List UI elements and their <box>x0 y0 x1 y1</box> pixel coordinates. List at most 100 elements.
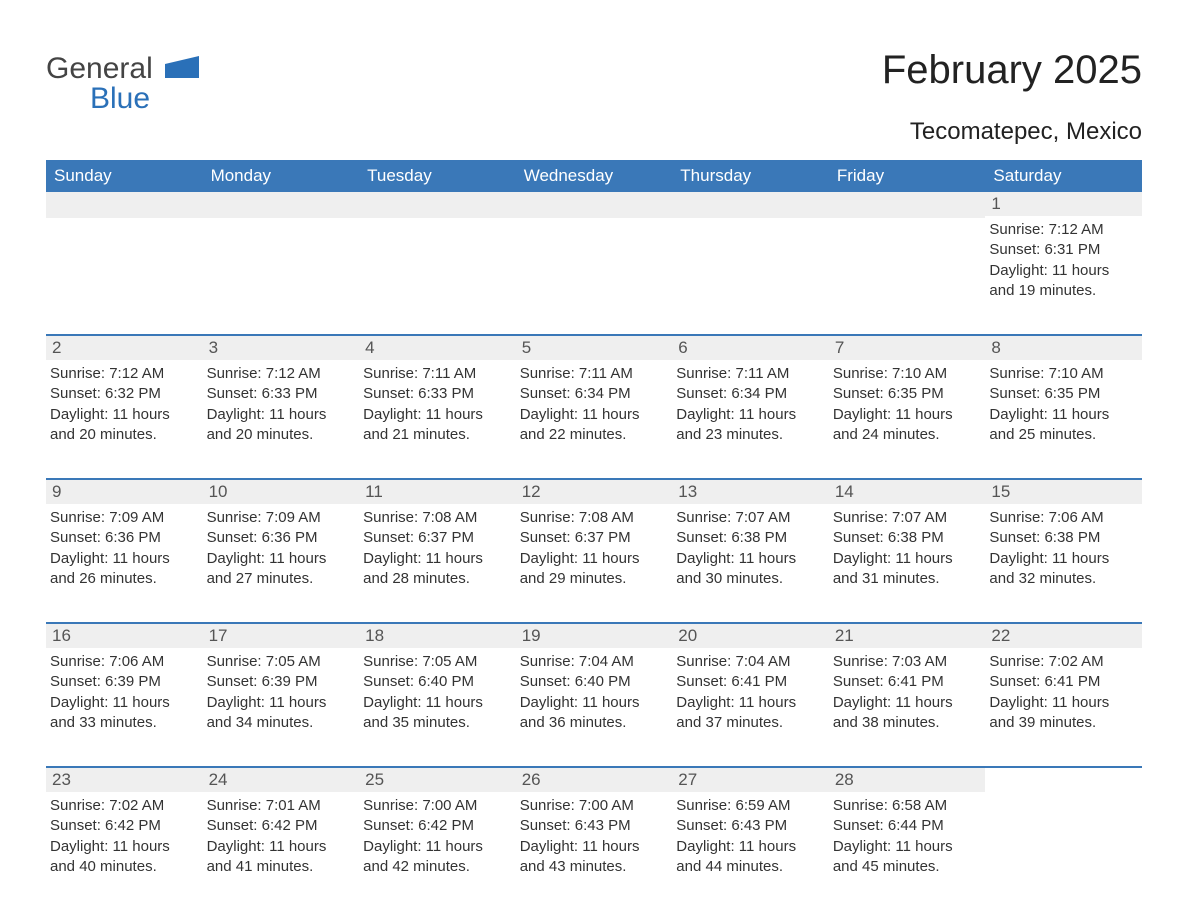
sunset-text: Sunset: 6:34 PM <box>520 384 667 404</box>
week-row: 23Sunrise: 7:02 AMSunset: 6:42 PMDayligh… <box>46 766 1142 888</box>
sunrise-text: Sunrise: 7:09 AM <box>50 508 197 528</box>
sunset-text: Sunset: 6:38 PM <box>676 528 823 548</box>
day-cell <box>203 192 360 312</box>
sunrise-text: Sunrise: 7:12 AM <box>207 364 354 384</box>
day-body: Sunrise: 7:07 AMSunset: 6:38 PMDaylight:… <box>672 504 829 593</box>
daylight-line1: Daylight: 11 hours <box>50 405 197 425</box>
daylight-line1: Daylight: 11 hours <box>207 693 354 713</box>
day-number: 26 <box>516 768 673 792</box>
daylight-line2: and 32 minutes. <box>989 569 1136 589</box>
empty-day-number <box>672 192 829 218</box>
day-cell: 28Sunrise: 6:58 AMSunset: 6:44 PMDayligh… <box>829 768 986 888</box>
day-number: 3 <box>203 336 360 360</box>
sunrise-text: Sunrise: 7:08 AM <box>363 508 510 528</box>
day-number: 7 <box>829 336 986 360</box>
brand-logo: General Blue <box>46 48 199 114</box>
day-cell: 11Sunrise: 7:08 AMSunset: 6:37 PMDayligh… <box>359 480 516 600</box>
daylight-line2: and 33 minutes. <box>50 713 197 733</box>
day-cell: 9Sunrise: 7:09 AMSunset: 6:36 PMDaylight… <box>46 480 203 600</box>
day-cell: 15Sunrise: 7:06 AMSunset: 6:38 PMDayligh… <box>985 480 1142 600</box>
week-row: 16Sunrise: 7:06 AMSunset: 6:39 PMDayligh… <box>46 622 1142 744</box>
daylight-line1: Daylight: 11 hours <box>989 405 1136 425</box>
day-body: Sunrise: 7:06 AMSunset: 6:39 PMDaylight:… <box>46 648 203 737</box>
daylight-line2: and 42 minutes. <box>363 857 510 877</box>
daylight-line1: Daylight: 11 hours <box>520 693 667 713</box>
daylight-line2: and 21 minutes. <box>363 425 510 445</box>
day-body: Sunrise: 7:02 AMSunset: 6:41 PMDaylight:… <box>985 648 1142 737</box>
daylight-line1: Daylight: 11 hours <box>520 837 667 857</box>
day-cell: 10Sunrise: 7:09 AMSunset: 6:36 PMDayligh… <box>203 480 360 600</box>
day-number: 28 <box>829 768 986 792</box>
daylight-line1: Daylight: 11 hours <box>676 549 823 569</box>
day-cell <box>985 768 1142 888</box>
sunset-text: Sunset: 6:35 PM <box>989 384 1136 404</box>
empty-day-number <box>359 192 516 218</box>
sunrise-text: Sunrise: 7:00 AM <box>363 796 510 816</box>
day-body: Sunrise: 7:03 AMSunset: 6:41 PMDaylight:… <box>829 648 986 737</box>
daylight-line1: Daylight: 11 hours <box>207 837 354 857</box>
day-number: 15 <box>985 480 1142 504</box>
day-body: Sunrise: 7:02 AMSunset: 6:42 PMDaylight:… <box>46 792 203 881</box>
day-body: Sunrise: 6:58 AMSunset: 6:44 PMDaylight:… <box>829 792 986 881</box>
weekday-saturday: Saturday <box>985 160 1142 192</box>
daylight-line1: Daylight: 11 hours <box>207 549 354 569</box>
daylight-line2: and 26 minutes. <box>50 569 197 589</box>
daylight-line2: and 34 minutes. <box>207 713 354 733</box>
day-number: 6 <box>672 336 829 360</box>
weekday-header-row: Sunday Monday Tuesday Wednesday Thursday… <box>46 160 1142 192</box>
sunset-text: Sunset: 6:31 PM <box>989 240 1136 260</box>
sunrise-text: Sunrise: 7:05 AM <box>207 652 354 672</box>
day-cell: 27Sunrise: 6:59 AMSunset: 6:43 PMDayligh… <box>672 768 829 888</box>
day-cell: 24Sunrise: 7:01 AMSunset: 6:42 PMDayligh… <box>203 768 360 888</box>
sunrise-text: Sunrise: 7:07 AM <box>676 508 823 528</box>
day-body: Sunrise: 7:09 AMSunset: 6:36 PMDaylight:… <box>203 504 360 593</box>
day-body: Sunrise: 7:01 AMSunset: 6:42 PMDaylight:… <box>203 792 360 881</box>
daylight-line1: Daylight: 11 hours <box>50 693 197 713</box>
day-number: 20 <box>672 624 829 648</box>
day-number: 22 <box>985 624 1142 648</box>
daylight-line2: and 28 minutes. <box>363 569 510 589</box>
sunset-text: Sunset: 6:39 PM <box>50 672 197 692</box>
daylight-line1: Daylight: 11 hours <box>520 405 667 425</box>
day-cell: 3Sunrise: 7:12 AMSunset: 6:33 PMDaylight… <box>203 336 360 456</box>
day-number: 23 <box>46 768 203 792</box>
sunset-text: Sunset: 6:42 PM <box>50 816 197 836</box>
daylight-line2: and 29 minutes. <box>520 569 667 589</box>
empty-day-number <box>829 192 986 218</box>
day-number: 17 <box>203 624 360 648</box>
sunset-text: Sunset: 6:38 PM <box>989 528 1136 548</box>
day-number: 19 <box>516 624 673 648</box>
day-body: Sunrise: 7:11 AMSunset: 6:34 PMDaylight:… <box>672 360 829 449</box>
sunset-text: Sunset: 6:42 PM <box>363 816 510 836</box>
brand-word2: Blue <box>90 84 199 114</box>
day-cell: 25Sunrise: 7:00 AMSunset: 6:42 PMDayligh… <box>359 768 516 888</box>
sunrise-text: Sunrise: 7:02 AM <box>989 652 1136 672</box>
sunrise-text: Sunrise: 7:03 AM <box>833 652 980 672</box>
daylight-line1: Daylight: 11 hours <box>989 693 1136 713</box>
daylight-line2: and 23 minutes. <box>676 425 823 445</box>
week-row: 9Sunrise: 7:09 AMSunset: 6:36 PMDaylight… <box>46 478 1142 600</box>
sunrise-text: Sunrise: 7:04 AM <box>520 652 667 672</box>
day-cell <box>672 192 829 312</box>
brand-text: General Blue <box>46 48 199 114</box>
sunrise-text: Sunrise: 7:06 AM <box>50 652 197 672</box>
day-cell: 5Sunrise: 7:11 AMSunset: 6:34 PMDaylight… <box>516 336 673 456</box>
day-cell: 7Sunrise: 7:10 AMSunset: 6:35 PMDaylight… <box>829 336 986 456</box>
daylight-line2: and 22 minutes. <box>520 425 667 445</box>
week-row: 2Sunrise: 7:12 AMSunset: 6:32 PMDaylight… <box>46 334 1142 456</box>
daylight-line2: and 38 minutes. <box>833 713 980 733</box>
sunrise-text: Sunrise: 7:11 AM <box>676 364 823 384</box>
sunset-text: Sunset: 6:33 PM <box>207 384 354 404</box>
day-body: Sunrise: 7:10 AMSunset: 6:35 PMDaylight:… <box>829 360 986 449</box>
day-cell <box>516 192 673 312</box>
daylight-line1: Daylight: 11 hours <box>676 405 823 425</box>
daylight-line1: Daylight: 11 hours <box>363 693 510 713</box>
daylight-line1: Daylight: 11 hours <box>833 405 980 425</box>
sunset-text: Sunset: 6:40 PM <box>363 672 510 692</box>
sunrise-text: Sunrise: 7:01 AM <box>207 796 354 816</box>
day-cell: 6Sunrise: 7:11 AMSunset: 6:34 PMDaylight… <box>672 336 829 456</box>
sunset-text: Sunset: 6:41 PM <box>676 672 823 692</box>
header: General Blue February 2025 <box>46 48 1142 114</box>
daylight-line2: and 35 minutes. <box>363 713 510 733</box>
daylight-line1: Daylight: 11 hours <box>50 837 197 857</box>
